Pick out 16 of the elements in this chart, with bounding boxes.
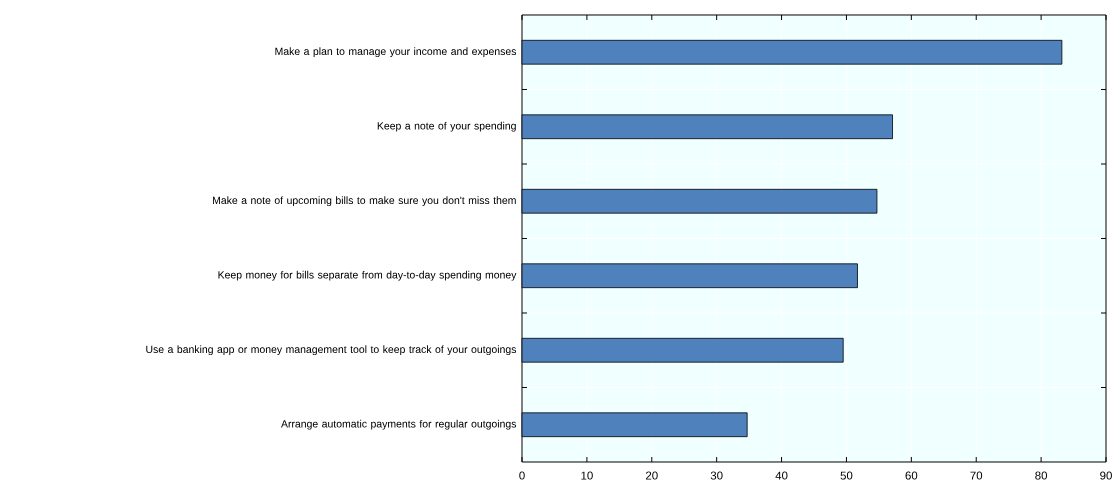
x-tick-label: 80 bbox=[1035, 471, 1048, 480]
y-tick-label: Keep money for bills separate from day-to-day spending money bbox=[218, 270, 517, 281]
x-tick-label: 60 bbox=[905, 471, 918, 480]
x-tick-label: 20 bbox=[645, 471, 658, 480]
x-tick-label: 0 bbox=[519, 471, 525, 480]
y-tick-label: Make a plan to manage your income and expenses bbox=[275, 47, 517, 58]
y-tick-label: Keep a note of your spending bbox=[377, 121, 516, 132]
x-tick-label: 30 bbox=[710, 471, 723, 480]
x-tick-label: 90 bbox=[1100, 471, 1112, 480]
x-tick-label: 70 bbox=[970, 471, 983, 480]
x-tick-label: 10 bbox=[581, 471, 593, 480]
x-tick-label: 50 bbox=[840, 471, 853, 480]
y-tick-label: Arrange automatic payments for regular outgoings bbox=[281, 419, 517, 430]
y-tick-label: Make a note of upcoming bills to make sure you don't miss them bbox=[213, 196, 516, 207]
y-tick-label: Use a banking app or money management tool to keep track of your outgoings bbox=[146, 345, 517, 356]
x-tick-label: 40 bbox=[775, 471, 788, 480]
